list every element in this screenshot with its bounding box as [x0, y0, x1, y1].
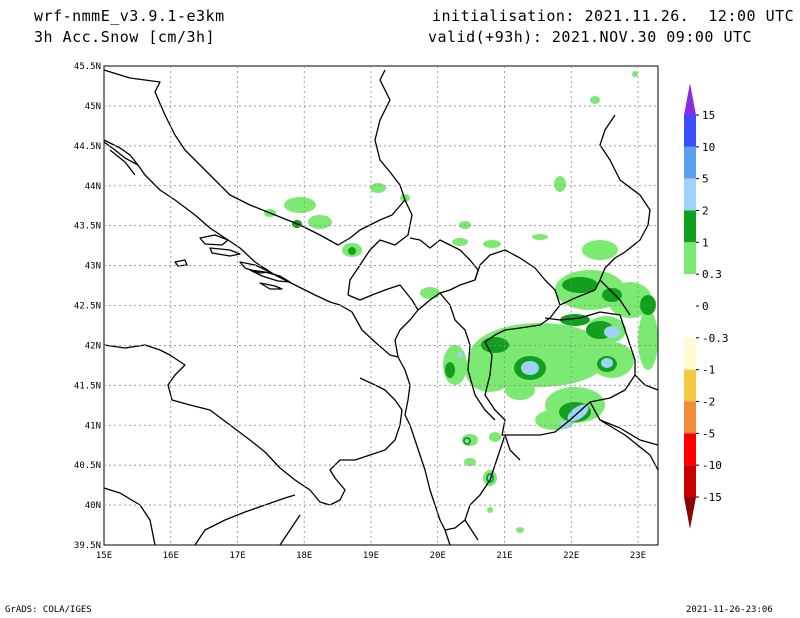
- y-tick-label: 39.5N: [74, 541, 101, 551]
- colorbar-label: 10: [702, 141, 715, 154]
- x-tick-label: 21E: [496, 551, 512, 561]
- x-tick-label: 15E: [96, 551, 112, 561]
- colorbar-segment: [684, 433, 696, 466]
- x-tick-label: 20E: [430, 551, 446, 561]
- colorbar-label: 5: [702, 173, 709, 186]
- colorbar-segment: [684, 306, 696, 338]
- colorbar-label: 15: [702, 109, 715, 122]
- y-tick-label: 45N: [85, 102, 101, 112]
- colorbar-segment: [684, 146, 696, 179]
- snow-field: [264, 71, 658, 533]
- x-tick-label: 18E: [296, 551, 312, 561]
- x-axis-ticks: 15E 16E 17E 18E 19E 20E 21E 22E 23E: [96, 551, 646, 561]
- y-tick-label: 44.5N: [74, 142, 101, 152]
- colorbar-label: -5: [702, 427, 715, 440]
- footer-timestamp: 2021-11-26-23:06: [686, 605, 773, 615]
- colorbar-label: 0: [702, 300, 709, 313]
- x-tick-label: 19E: [363, 551, 379, 561]
- colorbar-label: -1: [702, 364, 715, 377]
- y-tick-label: 43N: [85, 262, 101, 272]
- x-tick-label: 17E: [229, 551, 245, 561]
- y-tick-label: 45.5N: [74, 62, 101, 72]
- footer-credit: GrADS: COLA/IGES: [5, 605, 92, 615]
- snow-light-patches: [264, 71, 658, 533]
- x-tick-label: 23E: [630, 551, 646, 561]
- colorbar-segment: [684, 178, 696, 211]
- colorbar-segment: [684, 337, 696, 370]
- colorbar-bottom-arrow: [684, 497, 696, 529]
- valid-time: valid(+93h): 2021.NOV.30 09:00 UTC: [428, 28, 753, 46]
- colorbar-top-arrow: [684, 83, 696, 115]
- variable-title: 3h Acc.Snow [cm/3h]: [34, 28, 216, 46]
- y-axis-ticks: 39.5N 40N 40.5N 41N 41.5N 42N 42.5N 43N 43.5N 44N…: [74, 62, 101, 551]
- y-tick-label: 42.5N: [74, 302, 101, 312]
- init-time: initialisation: 2021.11.26. 12:00 UTC: [432, 7, 795, 25]
- colorbar-label: -2: [702, 396, 715, 409]
- colorbar-label: 2: [702, 205, 709, 218]
- y-tick-label: 41N: [85, 421, 101, 431]
- x-tick-label: 16E: [163, 551, 179, 561]
- colorbar-segment: [684, 115, 696, 147]
- colorbar-label: 0.3: [702, 268, 722, 281]
- grid-lines: [104, 66, 658, 545]
- colorbar-segment: [684, 210, 696, 243]
- colorbar-label: -15: [702, 491, 722, 504]
- colorbar-label: -10: [702, 459, 722, 472]
- colorbar-label: -0.3: [702, 332, 729, 345]
- colorbar-segment: [684, 401, 696, 434]
- colorbar: 15 10 5 2 1 0.3 0 -0.3 -1 -2 -5 -10 -15: [684, 83, 729, 529]
- y-tick-label: 40N: [85, 501, 101, 511]
- colorbar-label: 1: [702, 236, 709, 249]
- y-tick-label: 44N: [85, 182, 101, 192]
- y-tick-label: 42N: [85, 341, 101, 351]
- colorbar-segment: [684, 242, 696, 275]
- x-tick-label: 22E: [563, 551, 579, 561]
- colorbar-segment: [684, 465, 696, 497]
- colorbar-segment: [684, 274, 696, 306]
- colorbar-segment: [684, 369, 696, 402]
- y-tick-label: 41.5N: [74, 381, 101, 391]
- model-title: wrf-nmmE_v3.9.1-e3km: [34, 7, 225, 25]
- y-tick-label: 43.5N: [74, 222, 101, 232]
- y-tick-label: 40.5N: [74, 461, 101, 471]
